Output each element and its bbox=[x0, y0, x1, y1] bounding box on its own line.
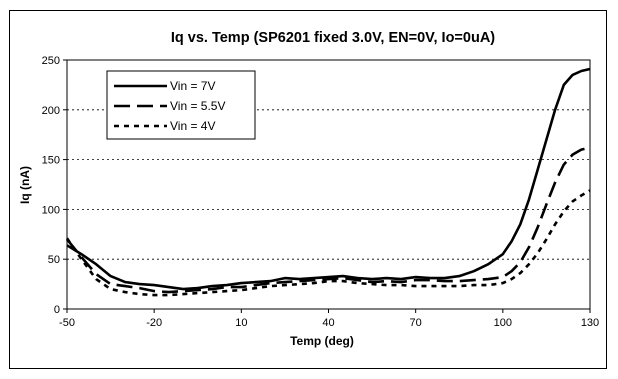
legend-label-3: Vin = 4V bbox=[170, 119, 215, 133]
legend-box bbox=[106, 70, 256, 140]
x-tick-label: -20 bbox=[146, 317, 162, 329]
x-axis-label: Temp (deg) bbox=[290, 334, 354, 348]
y-tick-label: 150 bbox=[42, 155, 60, 167]
y-tick-label: 0 bbox=[54, 304, 60, 316]
series-line-2 bbox=[65, 146, 591, 294]
y-tick-label: 50 bbox=[48, 254, 60, 266]
series-lines bbox=[65, 67, 591, 297]
legend-label-1: Vin = 7V bbox=[170, 79, 215, 93]
x-tick-label: 70 bbox=[410, 317, 422, 329]
x-tick-label: -50 bbox=[59, 317, 75, 329]
legend: Vin = 7V Vin = 5.5V Vin = 4V bbox=[106, 70, 256, 140]
y-tick-label: 250 bbox=[42, 55, 60, 67]
x-tick-label: 40 bbox=[322, 317, 334, 329]
chart-title: Iq vs. Temp (SP6201 fixed 3.0V, EN=0V, I… bbox=[171, 30, 495, 46]
y-axis-label: Iq (nA) bbox=[18, 166, 32, 204]
legend-label-2: Vin = 5.5V bbox=[170, 99, 226, 113]
axes: 0 50 100 150 200 250 -50 -20 10 40 70 100 130 bbox=[42, 55, 600, 329]
series-line-1 bbox=[66, 67, 591, 291]
y-tick-label: 100 bbox=[42, 204, 60, 216]
grid-lines bbox=[67, 109, 590, 260]
x-tick-label: 130 bbox=[581, 317, 599, 329]
series-line-3 bbox=[65, 189, 591, 297]
y-tick-label: 200 bbox=[42, 105, 60, 117]
x-tick-label: 100 bbox=[494, 317, 512, 329]
x-tick-label: 10 bbox=[235, 317, 247, 329]
